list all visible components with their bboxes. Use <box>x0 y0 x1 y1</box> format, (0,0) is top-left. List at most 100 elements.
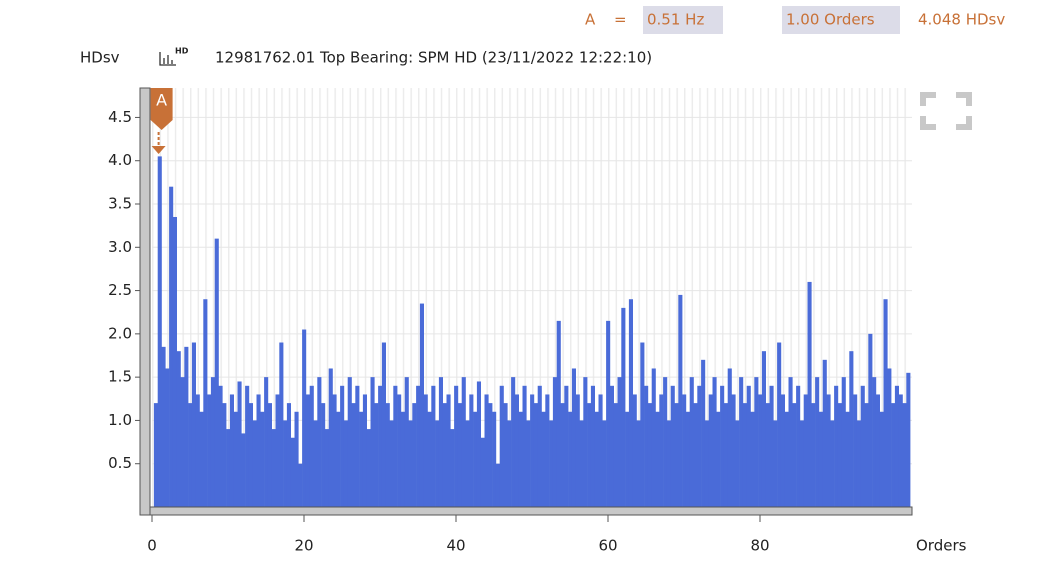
spectrum-line <box>397 394 402 507</box>
y-tick-label: 1.5 <box>108 368 132 386</box>
spectrum-line <box>571 368 576 507</box>
spectrum-line <box>594 411 599 507</box>
spectrum-line <box>267 403 272 507</box>
spectrum-line <box>777 342 782 507</box>
spectrum-line <box>712 377 717 507</box>
spectrum-line <box>685 411 690 507</box>
spectrum-line <box>499 385 504 507</box>
spectrum-line <box>720 385 725 507</box>
spectrum-line <box>773 420 778 507</box>
y-tick-label: 4.5 <box>108 108 132 126</box>
spectrum-line <box>321 403 326 507</box>
spectrum-line <box>355 385 360 507</box>
spectrum-line <box>226 429 231 507</box>
spectrum-line <box>796 385 801 507</box>
cursor-arrow <box>151 146 166 154</box>
spectrum-line <box>632 394 637 507</box>
spectrum-line <box>602 420 607 507</box>
spectrum-line <box>647 403 652 507</box>
spectrum-line <box>837 403 842 507</box>
spectrum-line <box>818 411 823 507</box>
x-tick-label: 80 <box>750 537 769 555</box>
spectrum-line <box>742 403 747 507</box>
spectrum-line <box>393 385 398 507</box>
bars <box>153 156 911 508</box>
spectrum-line <box>229 394 234 507</box>
spectrum-line <box>689 377 694 507</box>
spectrum-line <box>906 372 911 507</box>
cursor-label: A <box>156 91 167 110</box>
spectrum-line <box>735 420 740 507</box>
x-tick-label: 20 <box>294 537 313 555</box>
spectrum-line <box>731 394 736 507</box>
spectrum-line <box>518 411 523 507</box>
spectrum-line <box>716 411 721 507</box>
spectrum-line <box>294 411 299 507</box>
spectrum-line <box>708 394 713 507</box>
spectrum-line <box>841 377 846 507</box>
spectrum-line <box>275 394 280 507</box>
spectrum-line <box>872 377 877 507</box>
spectrum-line <box>366 429 371 507</box>
spectrum-line <box>188 403 193 507</box>
spectrum-line <box>184 346 189 507</box>
spectrum-line <box>575 394 580 507</box>
spectrum-line <box>545 394 550 507</box>
spectrum-line <box>875 394 880 507</box>
spectrum-line <box>427 411 432 507</box>
spectrum-line <box>503 403 508 507</box>
spectrum-line <box>579 420 584 507</box>
x-axis-bar <box>149 506 913 516</box>
spectrum-line <box>374 403 379 507</box>
spectrum-line <box>480 437 485 507</box>
spectrum-line <box>670 385 675 507</box>
spectrum-line <box>317 377 322 507</box>
spectrum-line <box>864 403 869 507</box>
spectrum-line <box>241 433 246 507</box>
unit: HDsv <box>80 49 120 67</box>
spectrum-line <box>598 394 603 507</box>
spectrum-line <box>283 420 288 507</box>
spectrum-line <box>792 403 797 507</box>
spectrum-line <box>381 342 386 507</box>
spectrum-line <box>176 351 181 507</box>
spectrum-line <box>674 403 679 507</box>
readout-box <box>782 6 900 34</box>
spectrum-line <box>564 385 569 507</box>
spectrum-line <box>526 420 531 507</box>
spectrum-line <box>891 403 896 507</box>
spectrum-line <box>514 394 519 507</box>
spectrum-line <box>659 394 664 507</box>
spectrum-line <box>446 394 451 507</box>
spectrum-line <box>495 463 500 507</box>
spectrum-line <box>218 385 223 507</box>
readout-cursor: A <box>585 11 596 29</box>
spectrum-line <box>378 385 383 507</box>
spectrum-line <box>161 346 166 507</box>
spectrum-line <box>172 216 177 507</box>
readout-frequency: 0.51 Hz <box>647 11 704 29</box>
spectrum-line <box>461 377 466 507</box>
spectrum-line <box>328 368 333 507</box>
spectrum-line <box>492 411 497 507</box>
hd-icon: HD <box>159 47 189 66</box>
spectrum-line <box>298 463 303 507</box>
spectrum-line <box>370 377 375 507</box>
spectrum-line <box>214 238 219 507</box>
spectrum-line <box>621 307 626 507</box>
y-tick-label: 2.0 <box>108 324 132 342</box>
readout-equals: = <box>614 11 627 29</box>
spectrum-line <box>625 411 630 507</box>
spectrum-line <box>761 351 766 507</box>
spectrum-line <box>438 377 443 507</box>
spectrum-line <box>347 377 352 507</box>
spectrum-line <box>860 385 865 507</box>
readout-orders: 1.00 Orders <box>786 11 875 29</box>
spectrum-line <box>537 385 542 507</box>
spectrum-line <box>784 411 789 507</box>
spectrum-line <box>290 437 295 507</box>
spectrum-line <box>640 342 645 507</box>
spectrum-line <box>279 342 284 507</box>
spectrum-line <box>359 411 364 507</box>
